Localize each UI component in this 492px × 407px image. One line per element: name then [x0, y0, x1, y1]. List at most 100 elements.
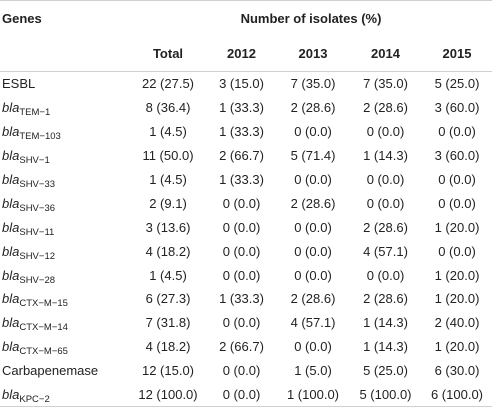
value-cell: 2 (66.7) [219, 339, 264, 355]
value-cell: 0 (0.0) [366, 195, 405, 211]
gene-base-name: ESBL [2, 76, 36, 92]
value-cell: 7 (35.0) [363, 76, 408, 92]
value-cell: 2 (40.0) [434, 315, 480, 331]
value-cell: 1 (20.0) [434, 339, 480, 355]
value-cell: 0 (0.0) [366, 267, 405, 283]
value-cell: 0 (0.0) [206, 382, 277, 407]
table-row: blaTEM−1 8 (36.4) 1 (33.3) 2 (28.6) 2 (28.6)… [0, 96, 492, 120]
value-cell: 0 (0.0) [438, 195, 476, 211]
value-cell: 1 (100.0) [277, 382, 349, 407]
value-cell: 0 (0.0) [294, 124, 332, 140]
value-cell: 1 (33.3) [219, 100, 264, 116]
value-cell: 4 (57.1) [363, 243, 408, 259]
value-cell: 1 (20.0) [434, 267, 480, 283]
number-of-isolates-header: Number of isolates (%) [130, 0, 492, 35]
value-cell: 12 (100.0) [130, 382, 206, 407]
gene-subscript: SHV−1 [19, 155, 50, 167]
table-row: Carbapenemase 12 (15.0) 0 (0.0) 1 (5.0) 5 (2… [0, 359, 492, 383]
gene-name-cell: Carbapenemase [0, 359, 130, 383]
value-cell: 1 (4.5) [149, 124, 187, 140]
value-cell: 7 (31.8) [145, 315, 191, 331]
gene-name-cell: blaSHV−33 [0, 168, 130, 192]
gene-name-cell: blaCTX−M−65 [0, 335, 130, 359]
value-cell: 0 (0.0) [222, 363, 261, 379]
gene-subscript: TEM−103 [19, 131, 61, 143]
gene-prefix: bla [2, 148, 20, 164]
value-cell: 1 (33.3) [219, 124, 264, 140]
table-row: blaSHV−11 3 (13.6) 0 (0.0) 0 (0.0) 2 (28.6) 1… [0, 215, 492, 239]
gene-prefix: bla [2, 172, 20, 187]
gene-base-name: Carbapenemase [2, 363, 99, 379]
gene-subscript: SHV−28 [19, 274, 56, 286]
gene-subscript: SHV−12 [19, 250, 56, 262]
gene-subscript: SHV−36 [19, 202, 56, 214]
gene-subscript: TEM−1 [19, 107, 51, 119]
gene-prefix: bla [2, 219, 20, 235]
value-cell: 5 (25.0) [434, 76, 480, 92]
gene-subscript: SHV−11 [19, 226, 55, 238]
value-cell: 5 (25.0) [363, 363, 408, 379]
value-cell: 1 (4.5) [149, 172, 187, 187]
gene-prefix: bla [2, 339, 20, 355]
header-blank-cell [0, 35, 130, 72]
table-body: ESBL 22 (27.5) 3 (15.0) 7 (35.0) 7 (35.0) 5 (… [0, 72, 492, 407]
table-row: blaSHV−33 1 (4.5) 1 (33.3) 0 (0.0) 0 (0.0) 0 … [0, 168, 492, 192]
gene-name-cell: blaTEM−103 [0, 120, 130, 144]
gene-prefix: bla [2, 243, 20, 259]
value-cell: 1 (20.0) [434, 291, 480, 307]
table-row: blaCTX−M−14 7 (31.8) 0 (0.0) 4 (57.1) 1 (14.… [0, 311, 492, 335]
value-cell: 0 (0.0) [222, 195, 261, 211]
header-row-columns: Total 2012 2013 2014 2015 [0, 35, 492, 72]
table-row: blaCTX−M−15 6 (27.3) 1 (33.3) 2 (28.6) 2 (28… [0, 287, 492, 311]
value-cell: 11 (50.0) [142, 148, 194, 164]
value-cell: 8 (36.4) [145, 100, 191, 116]
value-cell: 1 (5.0) [294, 363, 332, 379]
value-cell: 2 (28.6) [363, 219, 408, 235]
gene-name-cell: blaCTX−M−14 [0, 311, 130, 335]
value-cell: 2 (9.1) [149, 195, 187, 211]
value-cell: 2 (28.6) [363, 291, 408, 307]
value-cell: 0 (0.0) [366, 124, 405, 140]
table-row: blaTEM−103 1 (4.5) 1 (33.3) 0 (0.0) 0 (0.0) 0… [0, 120, 492, 144]
value-cell: 0 (0.0) [222, 219, 261, 235]
value-cell: 0 (0.0) [294, 339, 332, 355]
value-cell: 4 (18.2) [145, 339, 191, 355]
value-cell: 4 (18.2) [145, 243, 191, 259]
value-cell: 4 (57.1) [290, 315, 336, 331]
table-row: blaSHV−12 4 (18.2) 0 (0.0) 0 (0.0) 4 (57.1) 0… [0, 239, 492, 263]
gene-name-cell: ESBL [0, 72, 130, 96]
genes-column-header: Genes [0, 0, 130, 35]
gene-prefix: bla [2, 124, 20, 140]
value-cell: 1 (14.3) [363, 315, 408, 331]
value-cell: 1 (20.0) [434, 219, 480, 235]
value-cell: 22 (27.5) [141, 76, 195, 92]
gene-subscript: CTX−M−14 [19, 322, 68, 334]
gene-name-cell: blaTEM−1 [0, 96, 130, 120]
value-cell: 3 (15.0) [219, 76, 264, 92]
gene-name-cell: blaCTX−M−15 [0, 287, 130, 311]
gene-prefix: bla [2, 267, 20, 283]
value-cell: 0 (0.0) [366, 172, 405, 187]
value-cell: 2 (28.6) [290, 100, 336, 116]
gene-prefix: bla [2, 291, 20, 307]
value-cell: 6 (30.0) [434, 363, 480, 379]
header-row-group: Genes Number of isolates (%) [0, 0, 492, 35]
gene-prefix: bla [2, 387, 20, 403]
value-cell: 1 (33.3) [219, 172, 264, 187]
gene-name-cell: blaSHV−11 [0, 215, 130, 239]
gene-name-cell: blaSHV−12 [0, 239, 130, 263]
gene-subscript: CTX−M−65 [19, 346, 68, 358]
value-cell: 2 (28.6) [290, 195, 336, 211]
value-cell: 3 (60.0) [434, 100, 480, 116]
value-cell: 0 (0.0) [222, 267, 261, 283]
value-cell: 1 (14.3) [363, 148, 408, 164]
value-cell: 6 (27.3) [145, 291, 191, 307]
gene-subscript: CTX−M−15 [19, 298, 68, 310]
gene-subscript: KPC−2 [19, 394, 50, 406]
table-row: blaCTX−M−65 4 (18.2) 2 (66.7) 0 (0.0) 1 (14.… [0, 335, 492, 359]
value-cell: 12 (15.0) [141, 363, 195, 379]
value-cell: 0 (0.0) [438, 243, 476, 259]
column-header-2012: 2012 [206, 35, 277, 72]
value-cell: 0 (0.0) [222, 243, 261, 259]
